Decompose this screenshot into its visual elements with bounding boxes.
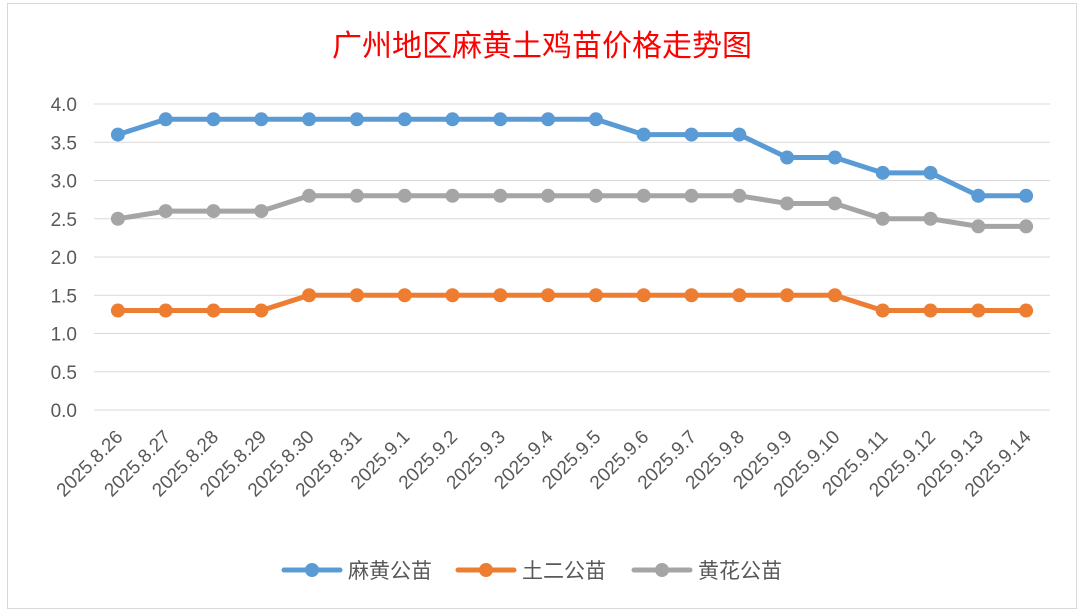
legend: 麻黄公苗 土二公苗 黄花公苗 xyxy=(281,559,782,583)
series-3 xyxy=(110,188,1034,234)
data-point xyxy=(827,196,842,211)
data-point xyxy=(349,188,364,203)
data-point xyxy=(541,112,556,127)
y-tick-label: 1.5 xyxy=(51,286,77,307)
chart-title: 广州地区麻黄土鸡苗价格走势图 xyxy=(332,29,752,64)
data-point xyxy=(923,165,938,180)
y-tick-label: 0.5 xyxy=(51,363,77,384)
y-axis-ticks: 0.0 0.5 1.0 1.5 2.0 2.5 3.0 3.5 4.0 xyxy=(51,95,77,422)
gridlines xyxy=(94,103,1050,411)
legend-label: 土二公苗 xyxy=(522,559,606,583)
y-tick-label: 3.5 xyxy=(51,133,77,154)
legend-item: 麻黄公苗 xyxy=(281,559,432,583)
series-1 xyxy=(110,112,1034,203)
data-point xyxy=(923,303,938,318)
data-point xyxy=(158,204,173,219)
data-point xyxy=(1019,188,1034,203)
data-point xyxy=(254,204,269,219)
data-point xyxy=(684,127,699,142)
data-point xyxy=(493,112,508,127)
data-point xyxy=(732,127,747,142)
data-point xyxy=(493,188,508,203)
legend-item: 土二公苗 xyxy=(455,559,606,583)
data-point xyxy=(445,288,460,303)
y-tick-label: 1.0 xyxy=(51,325,77,346)
legend-item: 黄花公苗 xyxy=(631,559,782,583)
data-point xyxy=(349,288,364,303)
y-tick-label: 4.0 xyxy=(51,95,77,116)
data-point xyxy=(588,188,603,203)
data-point xyxy=(684,188,699,203)
data-point xyxy=(206,112,221,127)
data-point xyxy=(971,188,986,203)
data-point xyxy=(827,288,842,303)
data-point xyxy=(445,188,460,203)
data-point xyxy=(541,288,556,303)
data-point xyxy=(158,112,173,127)
data-point xyxy=(302,188,317,203)
y-tick-label: 2.0 xyxy=(51,248,77,269)
legend-swatch-marker xyxy=(479,563,493,577)
x-axis-ticks: 2025.8.262025.8.272025.8.282025.8.292025… xyxy=(53,426,1036,501)
data-point xyxy=(588,112,603,127)
data-point xyxy=(827,150,842,165)
legend-label: 黄花公苗 xyxy=(698,559,782,583)
data-point xyxy=(588,288,603,303)
data-point xyxy=(302,112,317,127)
data-point xyxy=(397,112,412,127)
data-point xyxy=(541,188,556,203)
data-point xyxy=(971,303,986,318)
y-tick-label: 0.0 xyxy=(51,401,77,422)
data-point xyxy=(206,303,221,318)
data-point xyxy=(206,204,221,219)
data-point xyxy=(445,112,460,127)
data-point xyxy=(636,288,651,303)
data-point xyxy=(349,112,364,127)
series-line xyxy=(115,116,1029,199)
data-point xyxy=(397,188,412,203)
y-tick-label: 3.0 xyxy=(51,172,77,193)
series-2 xyxy=(110,288,1034,318)
data-point xyxy=(254,303,269,318)
data-point xyxy=(875,165,890,180)
legend-swatch-marker xyxy=(655,563,669,577)
data-point xyxy=(875,211,890,226)
data-point xyxy=(636,127,651,142)
data-point xyxy=(780,150,795,165)
data-point xyxy=(158,303,173,318)
data-point xyxy=(732,288,747,303)
data-point xyxy=(636,188,651,203)
series-lines xyxy=(110,112,1034,318)
data-point xyxy=(780,288,795,303)
data-point xyxy=(302,288,317,303)
data-point xyxy=(684,288,699,303)
legend-swatch-marker xyxy=(305,563,319,577)
data-point xyxy=(1019,219,1034,234)
data-point xyxy=(397,288,412,303)
data-point xyxy=(254,112,269,127)
data-point xyxy=(493,288,508,303)
data-point xyxy=(971,219,986,234)
data-point xyxy=(923,211,938,226)
series-line xyxy=(115,193,1029,229)
data-point xyxy=(110,303,125,318)
y-tick-label: 2.5 xyxy=(51,210,77,231)
data-point xyxy=(875,303,890,318)
data-point xyxy=(780,196,795,211)
data-point xyxy=(1019,303,1034,318)
legend-label: 麻黄公苗 xyxy=(348,559,432,583)
data-point xyxy=(110,127,125,142)
data-point xyxy=(732,188,747,203)
series-line xyxy=(115,292,1029,314)
data-point xyxy=(110,211,125,226)
